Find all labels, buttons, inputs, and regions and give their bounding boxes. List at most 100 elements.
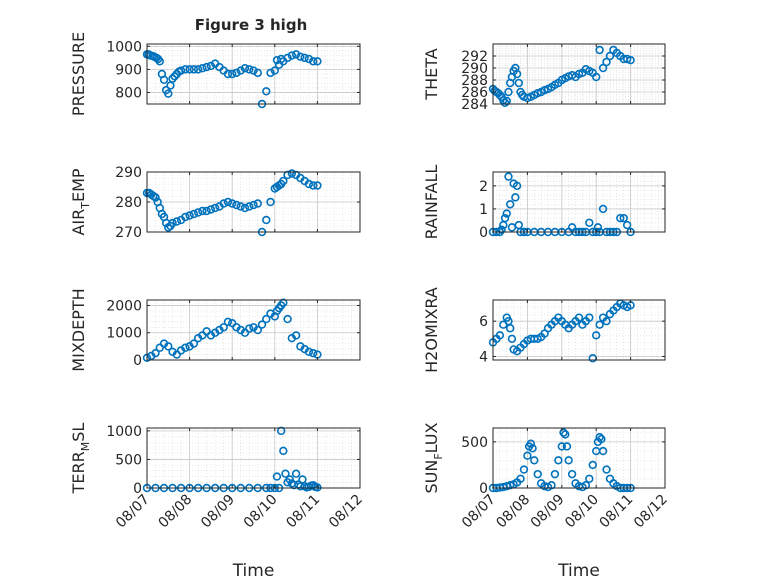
subplot-1: 800 900 1000 PRESSURE [69,32,361,116]
data-point [602,57,611,67]
axes-frame [146,43,361,105]
data-point [206,61,216,71]
data-point [574,313,584,322]
y-tick-label: 292 [461,49,488,65]
data-point [506,200,515,209]
data-point [313,181,322,190]
y-axis-label-main: RAINFALL [422,165,441,240]
data-point [193,65,203,74]
data-point [181,65,190,74]
y-tick-label: 0 [479,481,488,497]
data-point [547,481,556,490]
data-point [257,320,267,329]
data-point [588,460,597,470]
data-point [245,324,254,333]
data-point [172,217,182,226]
data-point [283,53,292,63]
data-point [262,215,271,225]
data-point [223,197,233,207]
x-tick-label: 08/10 [241,492,281,532]
subplot-6: 4 6 H2OMIXRA [422,287,666,373]
y-axis-label: RAINFALL [422,165,441,240]
data-point [291,331,301,340]
data-point [223,69,233,79]
data-point [626,55,635,65]
y-tick-label: 0 [479,225,488,241]
y-axis-label-rest: SL [69,423,88,442]
data-point [283,314,292,324]
data-point [202,62,211,72]
data-point [240,64,250,73]
y-axis-label-rest: EMP [69,168,88,202]
y-axis-label: MIXDEPTH [69,288,88,371]
data-point [185,211,194,220]
data-point [304,347,314,357]
x-axis-label: Time [557,561,600,581]
data-point [262,314,271,324]
x-axis-label: Time [232,561,275,581]
data-point [616,213,625,223]
y-axis-label-main: MIXDEPTH [69,288,88,371]
data-point [228,199,237,208]
data-point [232,200,241,210]
x-tick-label: 08/07 [459,492,499,532]
x-tick-label: 08/09 [198,492,238,532]
data-point [219,199,228,208]
data-point [249,66,258,75]
y-tick-label: 284 [461,97,488,113]
data-point [308,348,318,358]
y-tick-label: 1000 [106,326,142,342]
data-point [526,439,536,448]
data-point [151,348,160,358]
x-tick-label: 08/10 [562,492,602,532]
axes-background [147,428,360,488]
y-tick-label: 6 [479,314,488,330]
y-tick-label: 290 [461,61,488,77]
x-tick-label: 08/07 [113,492,153,532]
data-point [155,57,164,66]
data-point [189,209,199,219]
axes-background [493,300,665,360]
axes-frame [492,299,666,361]
data-point [585,218,594,227]
y-tick-label: 2000 [106,298,142,314]
data-point [300,53,309,63]
figure-title: Figure 3 high [195,16,308,34]
data-point [598,446,608,456]
data-point [291,469,301,478]
data-point [198,64,207,73]
data-point [516,474,525,483]
data-point [602,465,611,474]
data-point [168,218,177,228]
x-tick-label: 08/08 [493,492,533,532]
data-point [622,220,632,230]
x-tick-label: 08/12 [631,492,671,532]
data-point [296,52,305,61]
y-axis-label: H2OMIXRA [422,287,441,373]
data-point [151,193,160,202]
x-tick-label: 08/11 [283,492,323,532]
y-tick-label: 0 [133,353,142,369]
subplot-5: 0 1000 2000 MIXDEPTH [69,288,361,372]
data-point [523,451,532,460]
data-point [253,325,262,335]
data-point [591,72,601,82]
data-point [500,98,510,108]
y-tick-label: 4 [479,349,488,365]
y-axis-label-main: PRESSURE [69,32,88,116]
data-point [240,203,250,213]
data-point [562,442,572,451]
axes-background [493,428,665,488]
x-tick-label: 08/09 [528,492,568,532]
y-tick-label: 900 [115,62,142,78]
y-tick-label: 0 [133,481,142,497]
data-point [279,176,288,186]
data-point [249,200,258,210]
x-tick-label: 08/08 [156,492,196,532]
axes-background [493,172,665,232]
data-point [281,469,290,478]
data-point [502,209,511,218]
y-tick-label: 286 [461,85,488,101]
